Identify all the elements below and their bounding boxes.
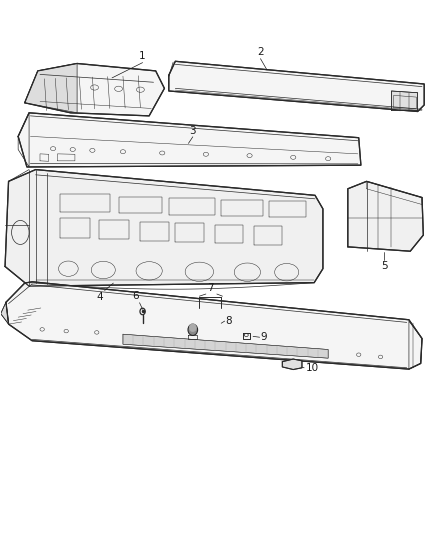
Polygon shape — [25, 63, 164, 116]
Text: 7: 7 — [207, 282, 214, 293]
Polygon shape — [6, 282, 422, 369]
Polygon shape — [348, 181, 424, 251]
Polygon shape — [283, 359, 302, 369]
Polygon shape — [5, 169, 323, 286]
Polygon shape — [1, 302, 9, 324]
Text: 10: 10 — [305, 363, 318, 373]
Ellipse shape — [188, 324, 198, 335]
Text: 9: 9 — [261, 332, 267, 342]
Text: 4: 4 — [97, 292, 103, 302]
Text: 8: 8 — [226, 316, 232, 326]
Polygon shape — [123, 334, 328, 358]
Polygon shape — [392, 91, 418, 111]
Text: 6: 6 — [132, 292, 138, 302]
Text: 2: 2 — [257, 47, 264, 57]
Text: 1: 1 — [139, 51, 146, 61]
Polygon shape — [25, 63, 77, 113]
Polygon shape — [18, 113, 361, 167]
Ellipse shape — [189, 324, 196, 332]
Polygon shape — [169, 61, 424, 111]
Text: 5: 5 — [381, 261, 387, 271]
Text: 3: 3 — [190, 125, 196, 135]
